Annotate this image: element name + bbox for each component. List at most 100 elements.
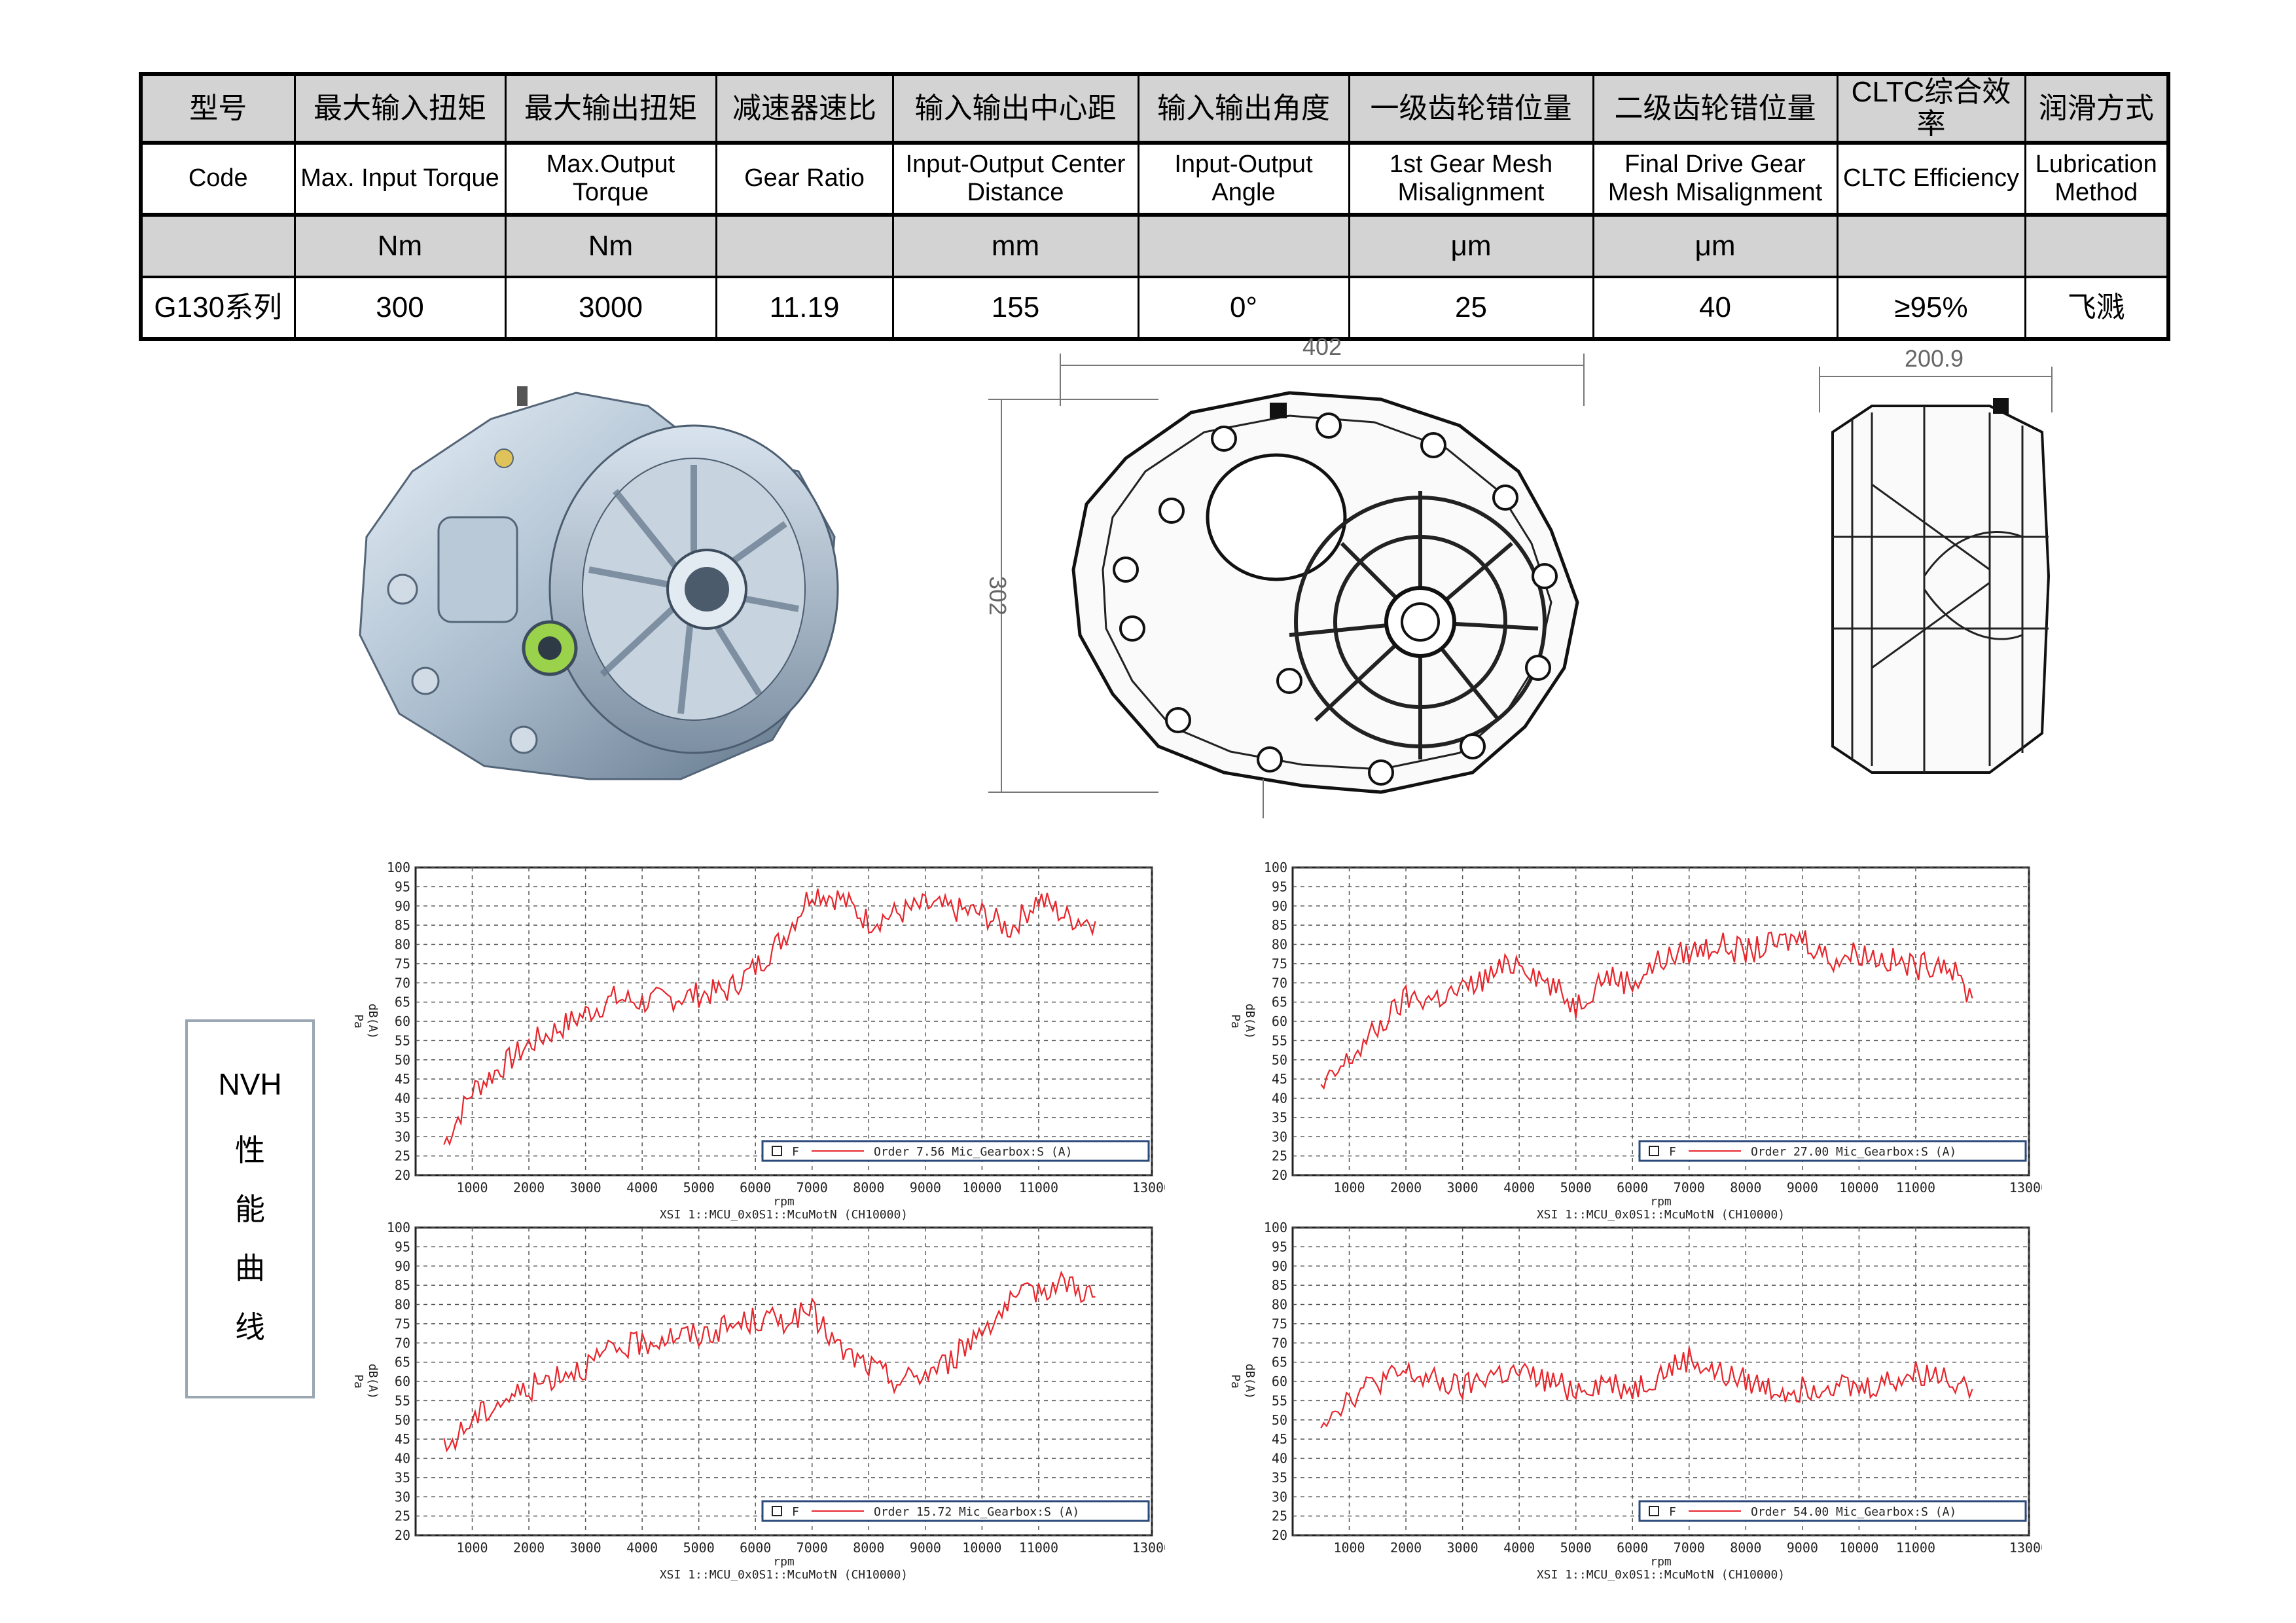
y-tick-label: 20: [1272, 1167, 1287, 1183]
series-line: [443, 1270, 1096, 1453]
value-cell: 3000: [504, 275, 717, 340]
value-cell: 飞溅: [2024, 275, 2170, 340]
y-tick-label: 80: [1272, 937, 1287, 953]
y-tick-label: 50: [1272, 1052, 1287, 1068]
x-tick-label: 1000: [1333, 1540, 1365, 1556]
y-tick-label: 55: [395, 1393, 410, 1408]
x-tick-label: 13000: [2009, 1180, 2042, 1195]
y-tick-label: 30: [395, 1489, 410, 1504]
y-tick-label: 55: [1272, 1393, 1287, 1408]
unit-cell: Nm: [293, 212, 507, 278]
header-en-line: Method: [2054, 178, 2138, 206]
header-zh-cell: 润滑方式: [2024, 73, 2170, 144]
y-tick-label: 45: [1272, 1071, 1287, 1087]
y-tick-label: 30: [395, 1129, 410, 1144]
y-tick-label: 100: [387, 1221, 410, 1235]
y-tick-label: 40: [395, 1091, 410, 1106]
x-tick-label: 11000: [1019, 1540, 1058, 1556]
unit-cell: μm: [1592, 212, 1839, 278]
x-tick-label: 3000: [1447, 1540, 1479, 1556]
header-en-line: Code: [188, 164, 248, 192]
x-tick-label: 5000: [1560, 1540, 1592, 1556]
header-en-line: Angle: [1211, 178, 1276, 206]
header-en-cell: Final Drive Gear Mesh Misalignment: [1592, 140, 1839, 216]
dim-width-402: 402: [1302, 333, 1342, 360]
y-tick-label: 25: [1272, 1148, 1287, 1164]
legend-checkbox: [772, 1146, 782, 1156]
x-tick-label: 13000: [1132, 1180, 1165, 1195]
legend-text: Order 27.00 Mic_Gearbox:S (A): [1751, 1145, 1956, 1159]
y-tick-label: 90: [1272, 898, 1287, 914]
y-tick-label: 65: [395, 994, 410, 1010]
x-axis-label: rpm: [773, 1555, 795, 1569]
x-tick-label: 8000: [853, 1540, 884, 1556]
y-tick-label: 65: [395, 1355, 410, 1370]
x-axis-sublabel: XSI 1::MCU_0x0S1::McuMotN (CH10000): [660, 1568, 908, 1581]
y-tick-label: 100: [1264, 1221, 1287, 1235]
x-tick-label: 8000: [1730, 1180, 1761, 1195]
unit-cell: μm: [1348, 212, 1594, 278]
gearbox-3d-render: [359, 386, 839, 780]
header-en-line: CLTC Efficiency: [1843, 164, 2019, 192]
y-axis-label: Pa: [351, 1014, 365, 1029]
y-tick-label: 70: [395, 975, 410, 991]
dimension-lines: [988, 354, 1585, 793]
header-en-cell: CLTC Efficiency: [1836, 140, 2026, 216]
y-axis-unit-label: dB(A): [1243, 1364, 1257, 1399]
header-en-cell: Max. Input Torque: [293, 140, 507, 216]
y-tick-label: 95: [1272, 879, 1287, 894]
y-tick-label: 75: [1272, 1316, 1287, 1332]
legend-checkbox: [1649, 1506, 1659, 1516]
header-en-line: Mesh Misalignment: [1607, 178, 1823, 206]
legend-text: Order 7.56 Mic_Gearbox:S (A): [874, 1145, 1072, 1159]
series-line: [443, 888, 1096, 1146]
x-tick-label: 7000: [797, 1180, 828, 1195]
x-tick-label: 1000: [1333, 1180, 1365, 1195]
x-tick-label: 3000: [570, 1540, 601, 1556]
x-tick-label: 5000: [683, 1540, 715, 1556]
unit-cell: Nm: [504, 212, 717, 278]
x-tick-label: 11000: [1896, 1540, 1935, 1556]
y-tick-label: 25: [395, 1148, 410, 1164]
nvh-label-line: 线: [235, 1310, 265, 1344]
y-tick-label: 70: [1272, 1335, 1287, 1351]
value-cell: 300: [293, 275, 507, 340]
series-line: [1320, 930, 1973, 1090]
header-en-line: Torque: [572, 178, 649, 206]
value-cell: 11.19: [715, 275, 894, 340]
y-tick-label: 20: [1272, 1527, 1287, 1543]
header-en-line: Lubrication: [2035, 150, 2157, 178]
side-view-drawing: 200.9: [1819, 345, 2053, 774]
x-tick-label: 3000: [570, 1180, 601, 1195]
legend-checkbox: [772, 1506, 782, 1516]
y-tick-label: 40: [1272, 1091, 1287, 1106]
x-tick-label: 13000: [2009, 1540, 2042, 1556]
header-zh-cell: 最大输出扭矩: [504, 73, 717, 144]
legend-key: F: [1669, 1145, 1676, 1159]
legend: F Order 15.72 Mic_Gearbox:S (A): [761, 1500, 1150, 1522]
header-en-cell: 1st Gear Mesh Misalignment: [1348, 140, 1594, 216]
spec-table: 型号 最大输入扭矩 最大输出扭矩 减速器速比 输入输出中心距 输入输出角度 一级…: [139, 72, 2170, 341]
x-tick-label: 9000: [1787, 1180, 1818, 1195]
header-zh-cell: 型号: [139, 73, 296, 144]
header-en-line: 1st Gear Mesh: [1389, 150, 1553, 178]
x-tick-label: 2000: [513, 1180, 545, 1195]
x-axis-sublabel: XSI 1::MCU_0x0S1::McuMotN (CH10000): [660, 1208, 908, 1221]
y-tick-label: 85: [395, 917, 410, 933]
y-tick-label: 95: [1272, 1239, 1287, 1254]
y-tick-label: 95: [395, 879, 410, 894]
y-tick-label: 60: [1272, 1374, 1287, 1389]
y-tick-label: 95: [395, 1239, 410, 1254]
y-tick-label: 80: [395, 1297, 410, 1313]
x-tick-label: 1000: [456, 1540, 488, 1556]
header-en-line: Gear Ratio: [744, 164, 865, 192]
header-row-zh: 型号 最大输入扭矩 最大输出扭矩 减速器速比 输入输出中心距 输入输出角度 一级…: [139, 73, 2170, 144]
nvh-label-line: 性: [235, 1133, 265, 1167]
x-tick-label: 6000: [740, 1180, 771, 1195]
y-tick-label: 30: [1272, 1489, 1287, 1504]
unit-cell: [2024, 212, 2170, 278]
y-tick-label: 60: [395, 1374, 410, 1389]
x-tick-label: 9000: [1787, 1540, 1818, 1556]
header-en-cell: Gear Ratio: [715, 140, 894, 216]
y-tick-label: 20: [395, 1527, 410, 1543]
